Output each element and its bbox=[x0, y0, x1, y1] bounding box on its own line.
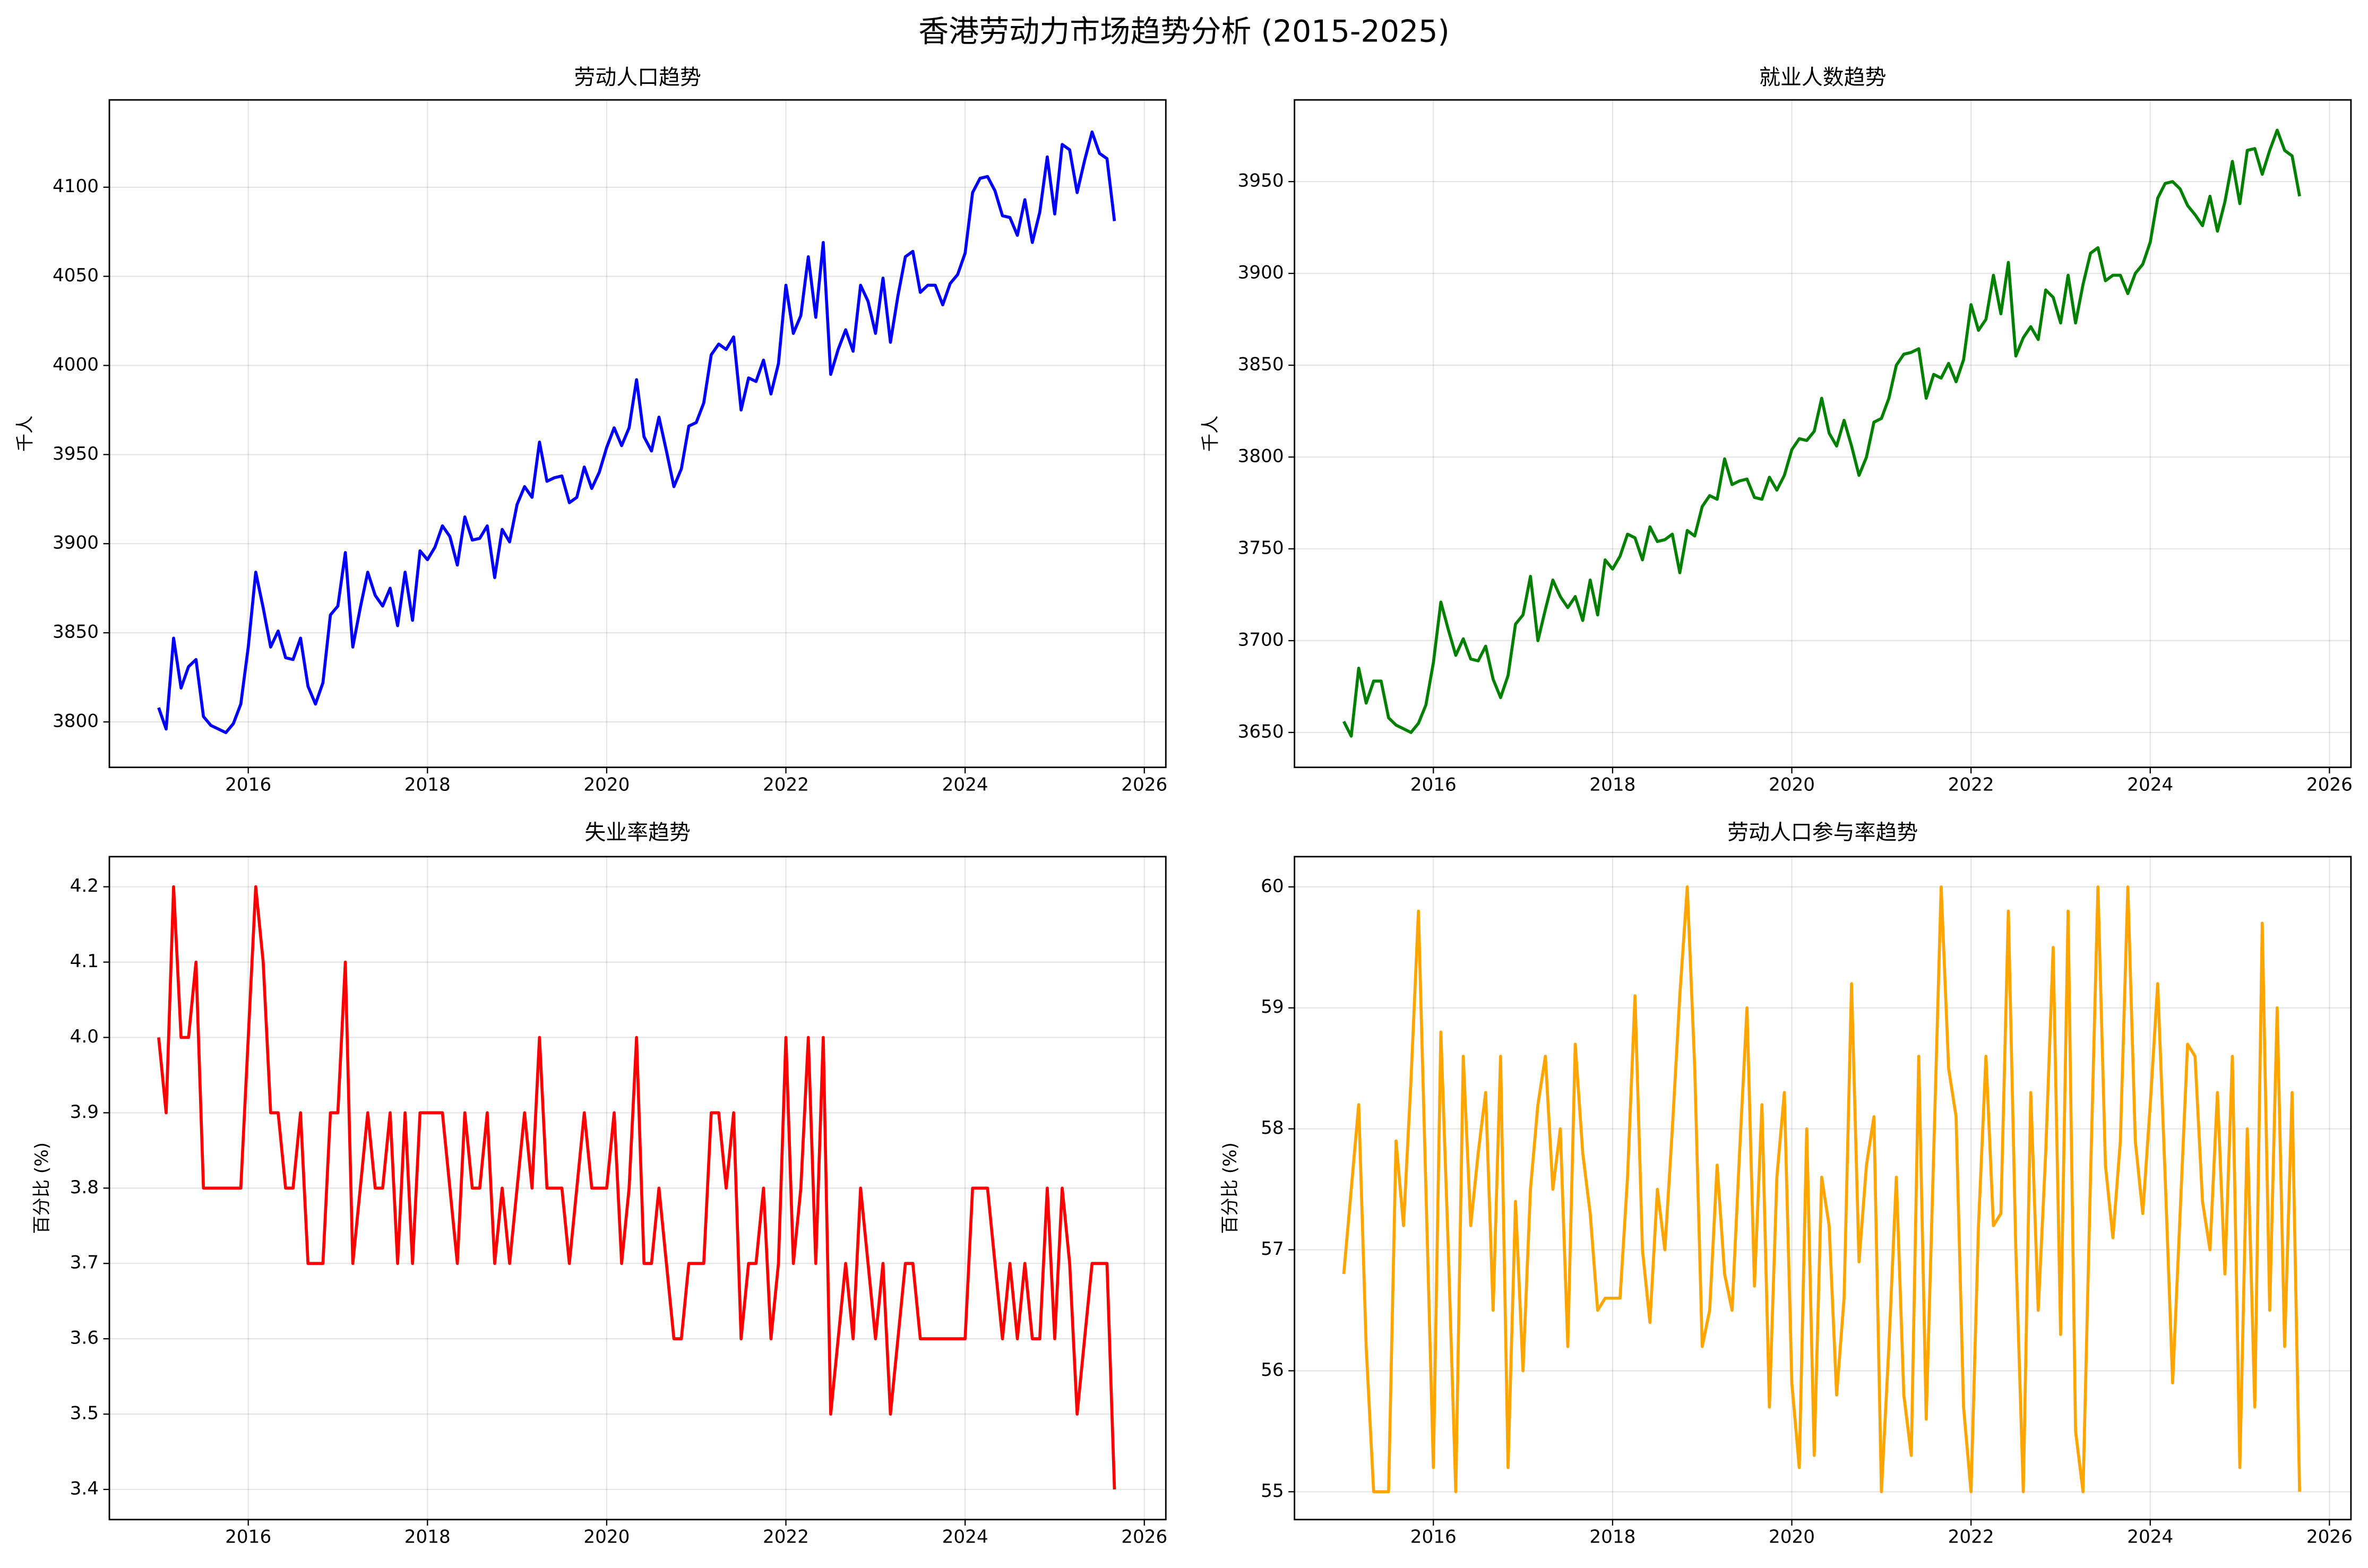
x-tick-label: 2016 bbox=[225, 774, 271, 795]
subplot-title: 劳动人口趋势 bbox=[574, 65, 701, 90]
x-tick-label: 2020 bbox=[1769, 774, 1815, 795]
y-tick-label: 3.5 bbox=[70, 1403, 99, 1424]
y-tick-label: 3950 bbox=[53, 443, 99, 464]
x-tick-label: 2026 bbox=[1121, 1526, 1167, 1547]
y-tick-label: 3.7 bbox=[70, 1252, 99, 1273]
x-tick-label: 2024 bbox=[942, 774, 988, 795]
y-tick-label: 3900 bbox=[1238, 262, 1284, 283]
x-tick-label: 2018 bbox=[404, 774, 451, 795]
y-tick-label: 3900 bbox=[53, 532, 99, 554]
x-tick-label: 2016 bbox=[225, 1526, 271, 1547]
y-tick-label: 4.1 bbox=[70, 951, 99, 972]
x-tick-label: 2020 bbox=[583, 774, 630, 795]
subplot-title: 失业率趋势 bbox=[584, 821, 691, 845]
y-tick-label: 60 bbox=[1261, 875, 1284, 897]
x-tick-label: 2016 bbox=[1410, 774, 1457, 795]
y-tick-label: 3850 bbox=[53, 622, 99, 643]
axes-frame bbox=[108, 99, 1167, 769]
x-tick-label: 2024 bbox=[2127, 774, 2173, 795]
y-tick-label: 4.2 bbox=[70, 875, 99, 897]
y-tick-label: 3.9 bbox=[70, 1101, 99, 1123]
x-tick-label: 2022 bbox=[763, 1526, 809, 1547]
x-tick-label: 2020 bbox=[583, 1526, 630, 1547]
data-line bbox=[157, 885, 1116, 1490]
data-line bbox=[157, 130, 1116, 735]
x-tick-label: 2018 bbox=[1589, 774, 1635, 795]
y-tick-label: 3750 bbox=[1238, 537, 1284, 558]
y-tick-label: 58 bbox=[1261, 1117, 1284, 1139]
x-tick-label: 2020 bbox=[1769, 1526, 1815, 1547]
y-axis-label: 百分比 (%) bbox=[31, 1142, 53, 1234]
y-tick-label: 3800 bbox=[1238, 446, 1284, 467]
y-tick-label: 3.8 bbox=[70, 1177, 99, 1198]
subplot-title: 劳动人口参与率趋势 bbox=[1727, 821, 1918, 845]
y-tick-label: 3850 bbox=[1238, 354, 1284, 375]
x-tick-label: 2018 bbox=[1589, 1526, 1635, 1547]
y-tick-label: 4100 bbox=[53, 176, 99, 197]
axes-frame bbox=[1294, 856, 2352, 1521]
y-tick-label: 56 bbox=[1261, 1359, 1284, 1381]
y-tick-label: 4000 bbox=[53, 354, 99, 375]
figure-title: 香港劳动力市场趋势分析 (2015-2025) bbox=[918, 14, 1450, 49]
y-tick-label: 3.4 bbox=[70, 1478, 99, 1499]
x-tick-label: 2022 bbox=[1948, 774, 1994, 795]
y-tick-label: 3.6 bbox=[70, 1328, 99, 1349]
axes-frame bbox=[108, 856, 1167, 1521]
y-tick-label: 3950 bbox=[1238, 170, 1284, 192]
y-tick-label: 3650 bbox=[1238, 721, 1284, 742]
y-tick-label: 57 bbox=[1261, 1238, 1284, 1260]
x-tick-label: 2024 bbox=[2127, 1526, 2173, 1547]
y-tick-label: 3800 bbox=[53, 711, 99, 732]
x-tick-label: 2026 bbox=[2306, 774, 2353, 795]
x-tick-label: 2018 bbox=[404, 1526, 451, 1547]
y-tick-label: 4050 bbox=[53, 265, 99, 286]
x-tick-label: 2026 bbox=[2306, 1526, 2353, 1547]
y-tick-label: 59 bbox=[1261, 996, 1284, 1018]
data-line bbox=[1342, 885, 2301, 1494]
x-tick-label: 2022 bbox=[763, 774, 809, 795]
y-axis-label: 百分比 (%) bbox=[1219, 1142, 1241, 1234]
y-tick-label: 55 bbox=[1261, 1480, 1284, 1502]
x-tick-label: 2026 bbox=[1121, 774, 1167, 795]
data-line bbox=[1342, 128, 2301, 738]
x-tick-label: 2024 bbox=[942, 1526, 988, 1547]
y-axis-label: 千人 bbox=[15, 416, 36, 452]
y-tick-label: 3700 bbox=[1238, 629, 1284, 650]
x-tick-label: 2022 bbox=[1948, 1526, 1994, 1547]
axes-frame bbox=[1294, 99, 2352, 769]
y-axis-label: 千人 bbox=[1200, 416, 1221, 452]
subplot-title: 就业人数趋势 bbox=[1759, 65, 1886, 90]
x-tick-label: 2016 bbox=[1410, 1526, 1457, 1547]
y-tick-label: 4.0 bbox=[70, 1026, 99, 1047]
